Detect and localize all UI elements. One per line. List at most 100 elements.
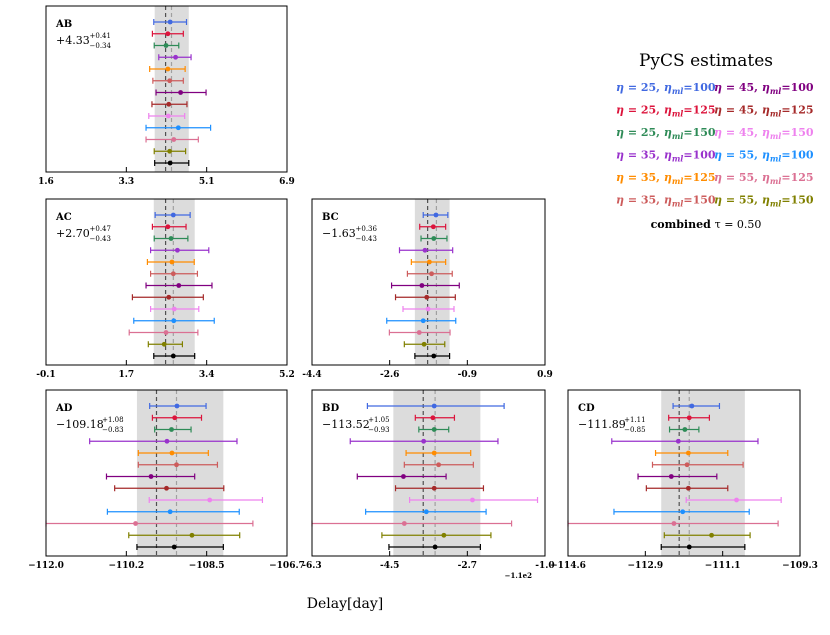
- estimate-point: [167, 148, 173, 154]
- panel-ad-combined-band: [136, 390, 224, 556]
- estimate-point: [174, 403, 180, 409]
- estimate-point: [685, 485, 691, 491]
- panel-ac-estimate: [131, 294, 204, 301]
- panel-bd-estimate: [394, 485, 485, 492]
- estimate-point: [170, 271, 176, 277]
- estimate-point: [401, 474, 406, 479]
- tick-label: 1.6: [38, 177, 54, 187]
- estimate-point: [168, 236, 174, 241]
- legend-entry: η = 35, ηml=150: [616, 194, 716, 209]
- tick-label: 1.7: [118, 370, 134, 380]
- estimate-point: [165, 113, 171, 119]
- panel-ad-frame: [45, 389, 288, 557]
- estimate-point: [680, 509, 686, 515]
- panel-bc: -4.4 -2.6 -0.9 0.9 BC −1.63 +0.36 −0.43: [302, 198, 553, 380]
- estimate-point: [171, 137, 177, 142]
- x-axis-label-text: Delay: [307, 596, 347, 612]
- panel-ab-estimate: [154, 160, 190, 166]
- estimate-point: [174, 462, 179, 468]
- panel-bd-delay-value: −113.52: [322, 418, 370, 431]
- panel-ab-estimate: [153, 42, 180, 49]
- panel-ac-estimate: [149, 270, 199, 277]
- estimate-point: [424, 294, 430, 300]
- panel-ac-estimate: [153, 235, 189, 242]
- panel-bc-frame: [311, 198, 546, 366]
- estimate-point: [169, 450, 175, 456]
- panel-ac-estimate: [128, 329, 199, 336]
- estimate-point: [689, 403, 695, 409]
- estimate-point: [148, 474, 154, 479]
- tick-label: -2.6: [380, 370, 399, 380]
- estimate-point: [175, 247, 180, 253]
- panel-bd-estimate: [365, 508, 487, 515]
- panel-bc-estimate: [388, 329, 451, 336]
- panel-ab-estimate: [145, 136, 199, 143]
- panel-ad-estimate: [106, 508, 240, 515]
- panel-ab: 1.6 3.3 5.1 6.9 AB +4.33 +0.41 −0.34: [38, 5, 295, 187]
- tick-label: 6.9: [279, 177, 295, 187]
- estimate-point: [426, 259, 432, 265]
- x-axis-label: Delay[day]: [307, 596, 383, 612]
- estimate-point: [421, 341, 427, 347]
- panel-ab-error-up: +0.41: [90, 32, 111, 40]
- panel-cd-name: CD: [578, 403, 595, 414]
- panel-ac-estimate: [154, 212, 191, 218]
- estimate-point: [167, 509, 173, 515]
- estimate-point: [176, 283, 182, 288]
- panel-ab-estimate: [152, 77, 184, 84]
- legend-entry: η = 35, ηml=125: [616, 171, 716, 186]
- legend-entry: η = 45, ηml=100: [714, 81, 814, 96]
- panel-ac-name: AC: [55, 212, 72, 223]
- tick-label: -0.1: [36, 370, 55, 380]
- panel-ac-estimate: [151, 223, 187, 230]
- panel-ac-combined-band: [153, 199, 195, 365]
- legend-entry: η = 25, ηml=125: [616, 104, 716, 119]
- panel-ac-estimate: [147, 341, 184, 348]
- estimate-point: [167, 19, 173, 25]
- panel-cd-estimate: [637, 473, 718, 480]
- panel-ab-estimate: [155, 89, 207, 96]
- panel-ab-estimate: [151, 101, 188, 108]
- panel-ad-estimate: [137, 461, 219, 468]
- estimate-point: [431, 450, 437, 456]
- estimate-point: [133, 521, 138, 526]
- estimate-point: [167, 160, 173, 166]
- estimate-point: [172, 415, 178, 421]
- estimate-point: [175, 125, 181, 131]
- panel-bc-estimate: [414, 353, 451, 359]
- legend-entry: η = 55, ηml=125: [714, 171, 814, 186]
- tick-label: −106.7: [269, 561, 305, 571]
- panel-bc-delay-value: −1.63: [322, 227, 356, 240]
- tick-label: 5.1: [199, 177, 215, 187]
- panel-ad-error-down: −0.83: [102, 426, 123, 434]
- legend-entry: η = 45, ηml=150: [714, 126, 814, 141]
- estimate-point: [431, 485, 437, 491]
- panel-bd-estimate: [356, 473, 447, 480]
- estimate-point: [431, 353, 437, 359]
- estimate-point: [709, 532, 714, 538]
- estimate-point: [163, 43, 169, 48]
- estimate-point: [685, 450, 691, 456]
- estimate-point: [431, 427, 437, 432]
- panel-bd-estimate: [366, 403, 505, 409]
- panel-ad-estimate: [114, 485, 225, 492]
- estimate-point: [441, 532, 447, 538]
- panel-bd-error-down: −0.93: [368, 426, 389, 434]
- panel-bc-estimate: [402, 306, 455, 312]
- legend-entry: η = 55, ηml=100: [714, 149, 814, 164]
- estimate-point: [430, 415, 436, 421]
- tick-label: −112.9: [627, 561, 663, 571]
- panel-ac-error-up: +0.47: [90, 225, 111, 233]
- panel-bd-estimate: [405, 450, 472, 456]
- panel-ac-estimate: [149, 247, 210, 254]
- tick-label: -0.9: [458, 370, 477, 380]
- estimate-point: [425, 306, 431, 312]
- legend-entry: η = 25, ηml=150: [616, 126, 716, 141]
- panel-ac-error-down: −0.43: [90, 235, 111, 243]
- panel-ac-delay-value: +2.70: [56, 227, 90, 240]
- panel-ab-delay-value: +4.33: [56, 34, 90, 47]
- tick-label: -4.4: [302, 370, 321, 380]
- panel-bc-estimate: [410, 259, 447, 265]
- estimate-point: [682, 427, 688, 432]
- estimate-point: [429, 271, 434, 277]
